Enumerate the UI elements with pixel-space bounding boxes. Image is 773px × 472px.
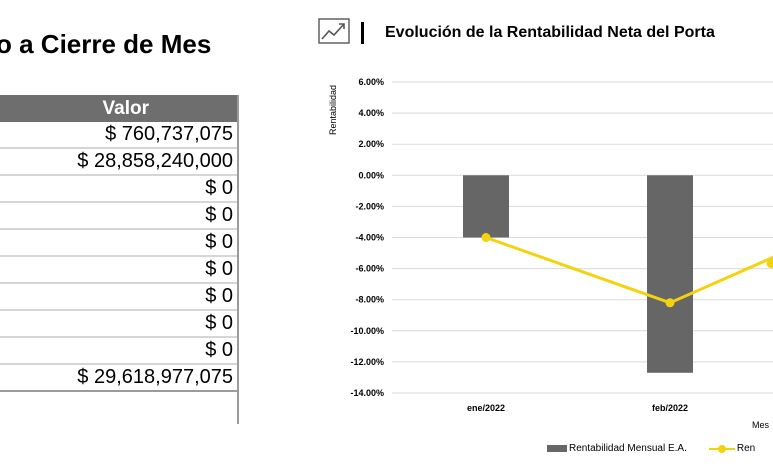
chart-title: Evolución de la Rentabilidad Neta del Po… (385, 24, 715, 41)
bar (463, 175, 509, 238)
legend-bar-label: Rentabilidad Mensual E.A. (569, 443, 687, 454)
table-row: $ 0 (0, 284, 237, 311)
table-row-total: $ 29,618,977,075 (0, 365, 237, 392)
y-tick-label: -2.00% (355, 201, 384, 211)
legend-bar-swatch (547, 445, 567, 452)
chart-legend: Rentabilidad Mensual E.A. Ren (547, 443, 755, 454)
legend-line-label: Ren (736, 443, 756, 454)
values-table: Valor $ 760,737,075 $ 28,858,240,000 $ 0… (0, 95, 237, 392)
y-tick-label: -4.00% (355, 233, 384, 243)
y-tick-label: 0.00% (358, 170, 384, 180)
trend-chart-icon (318, 18, 350, 44)
table-row: $ 0 (0, 230, 237, 257)
left-panel-title: o a Cierre de Mes (0, 29, 212, 59)
table-row: $ 0 (0, 176, 237, 203)
y-tick-label: 4.00% (358, 108, 384, 118)
table-row: $ 0 (0, 338, 237, 365)
line-point (481, 233, 491, 242)
table-row: $ 28,858,240,000 (0, 149, 237, 176)
title-separator (361, 22, 364, 44)
table-row: $ 0 (0, 311, 237, 338)
y-tick-label: 2.00% (358, 139, 384, 149)
table-row: $ 0 (0, 203, 237, 230)
y-tick-label: -8.00% (355, 295, 384, 305)
table-row: $ 0 (0, 257, 237, 284)
x-axis-label: Mes (752, 420, 770, 430)
y-axis-label: Rentabilidad (328, 85, 338, 135)
y-tick-label: -10.00% (350, 326, 384, 336)
x-tick-label: feb/2022 (652, 403, 688, 413)
line-point (665, 298, 675, 308)
table-frame (0, 95, 239, 424)
bar (647, 175, 693, 373)
line-point (766, 258, 773, 268)
y-tick-label: -14.00% (350, 388, 384, 398)
table-header-valor: Valor (0, 95, 237, 122)
y-tick-label: -12.00% (350, 357, 384, 367)
y-tick-label: -6.00% (355, 264, 384, 274)
table-row: $ 760,737,075 (0, 122, 237, 149)
series-line (485, 236, 773, 305)
x-tick-label: ene/2022 (467, 403, 505, 413)
y-tick-label: 6.00% (358, 77, 384, 87)
legend-line-swatch (708, 444, 735, 453)
